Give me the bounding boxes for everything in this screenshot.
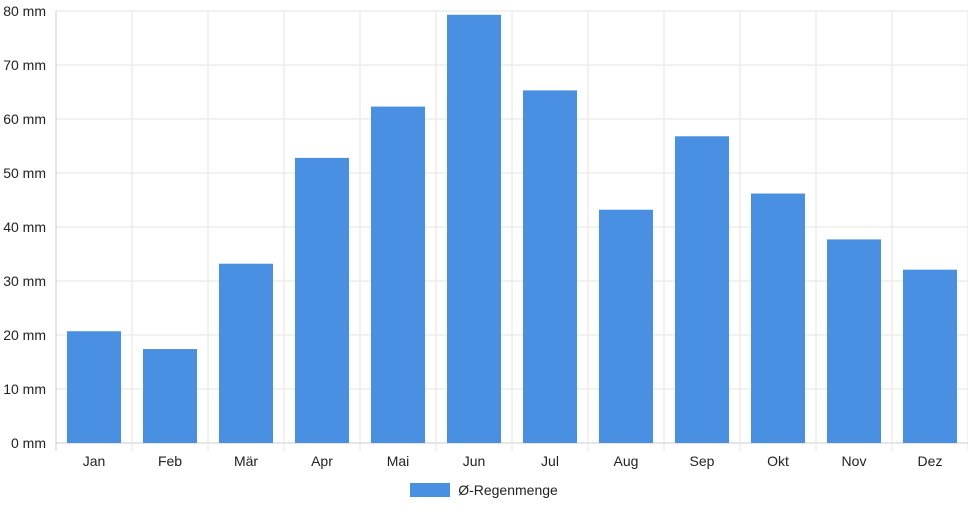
grid-layer: [55, 10, 968, 451]
bar[interactable]: [371, 106, 425, 443]
x-tick-label: Mär: [234, 453, 258, 469]
x-tick-label: Jul: [541, 453, 559, 469]
bar[interactable]: [67, 331, 121, 443]
bar[interactable]: [675, 136, 729, 443]
y-axis-ticks: 0 mm 10 mm 20 mm 30 mm 40 mm 50 mm 60 mm 70 mm 8…: [3, 3, 46, 451]
y-tick-label: 10 mm: [3, 381, 46, 397]
bar[interactable]: [903, 269, 957, 443]
y-tick-label: 20 mm: [3, 327, 46, 343]
y-tick-label: 40 mm: [3, 219, 46, 235]
x-tick-label: Jan: [83, 453, 106, 469]
x-tick-label: Apr: [311, 453, 333, 469]
y-tick-label: 0 mm: [11, 435, 46, 451]
chart-canvas: 0 mm 10 mm 20 mm 30 mm 40 mm 50 mm 60 mm 70 mm 8…: [3, 3, 968, 469]
x-tick-label: Mai: [387, 453, 410, 469]
bar[interactable]: [599, 209, 653, 443]
x-tick-label: Jun: [463, 453, 486, 469]
bar-layer: [67, 14, 957, 444]
x-tick-label: Sep: [690, 453, 715, 469]
legend[interactable]: Ø-Regenmenge: [0, 478, 968, 502]
bar[interactable]: [447, 14, 501, 444]
bar[interactable]: [751, 193, 805, 443]
bar[interactable]: [295, 157, 349, 443]
y-tick-label: 60 mm: [3, 111, 46, 127]
legend-swatch: [410, 483, 451, 497]
x-tick-label: Nov: [842, 453, 867, 469]
x-tick-label: Okt: [767, 453, 789, 469]
y-tick-label: 70 mm: [3, 57, 46, 73]
x-tick-label: Aug: [614, 453, 639, 469]
x-tick-label: Feb: [158, 453, 182, 469]
x-axis-ticks: Jan Feb Mär Apr Mai Jun Jul Aug Sep Okt Nov Dez: [83, 453, 943, 469]
bar[interactable]: [143, 349, 197, 443]
legend-label: Ø-Regenmenge: [458, 482, 558, 498]
y-tick-label: 50 mm: [3, 165, 46, 181]
bar[interactable]: [523, 90, 577, 443]
x-tick-label: Dez: [918, 453, 943, 469]
y-tick-label: 30 mm: [3, 273, 46, 289]
bar[interactable]: [219, 263, 273, 443]
bar[interactable]: [827, 239, 881, 443]
y-tick-label: 80 mm: [3, 3, 46, 19]
